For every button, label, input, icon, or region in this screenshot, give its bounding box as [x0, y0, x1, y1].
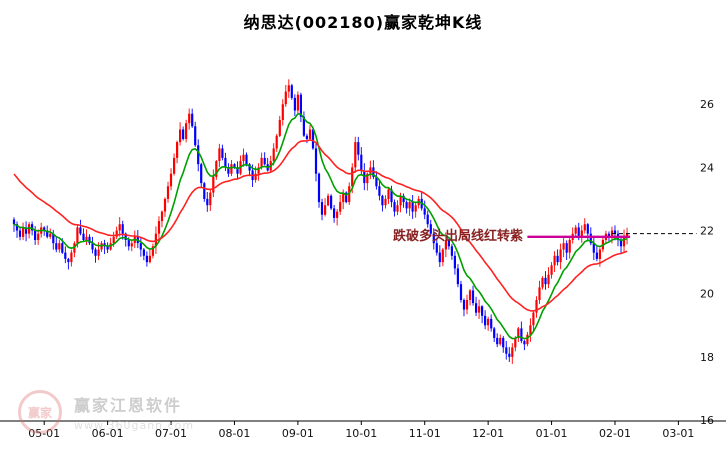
watermark: 赢家 赢家江恩软件 www.360gann.com	[18, 390, 194, 434]
kline-annotation-label: 跌破多头出局线红转紫	[392, 228, 523, 244]
svg-text:01-01: 01-01	[536, 427, 568, 440]
svg-text:06-01: 06-01	[92, 427, 124, 440]
svg-text:07-01: 07-01	[155, 427, 187, 440]
svg-text:16: 16	[700, 414, 714, 427]
svg-text:24: 24	[700, 161, 714, 174]
svg-text:02-01: 02-01	[599, 427, 631, 440]
chart-title: 纳思达(002180)赢家乾坤K线	[243, 13, 483, 32]
watermark-brand: 赢家江恩软件	[74, 396, 183, 415]
svg-text:03-01: 03-01	[662, 427, 694, 440]
svg-text:10-01: 10-01	[345, 427, 377, 440]
brand-logo-icon: 赢家	[18, 390, 62, 434]
svg-text:11-01: 11-01	[409, 427, 441, 440]
watermark-url: www.360gann.com	[74, 419, 195, 432]
svg-text:09-01: 09-01	[282, 427, 314, 440]
svg-text:12-01: 12-01	[472, 427, 504, 440]
watermark-text: 赢家江恩软件 www.360gann.com	[74, 392, 194, 432]
svg-text:18: 18	[700, 351, 714, 364]
svg-text:20: 20	[700, 288, 714, 301]
svg-text:22: 22	[700, 225, 714, 238]
svg-text:26: 26	[700, 98, 714, 111]
svg-text:08-01: 08-01	[218, 427, 250, 440]
brand-logo-text: 赢家	[27, 405, 52, 420]
